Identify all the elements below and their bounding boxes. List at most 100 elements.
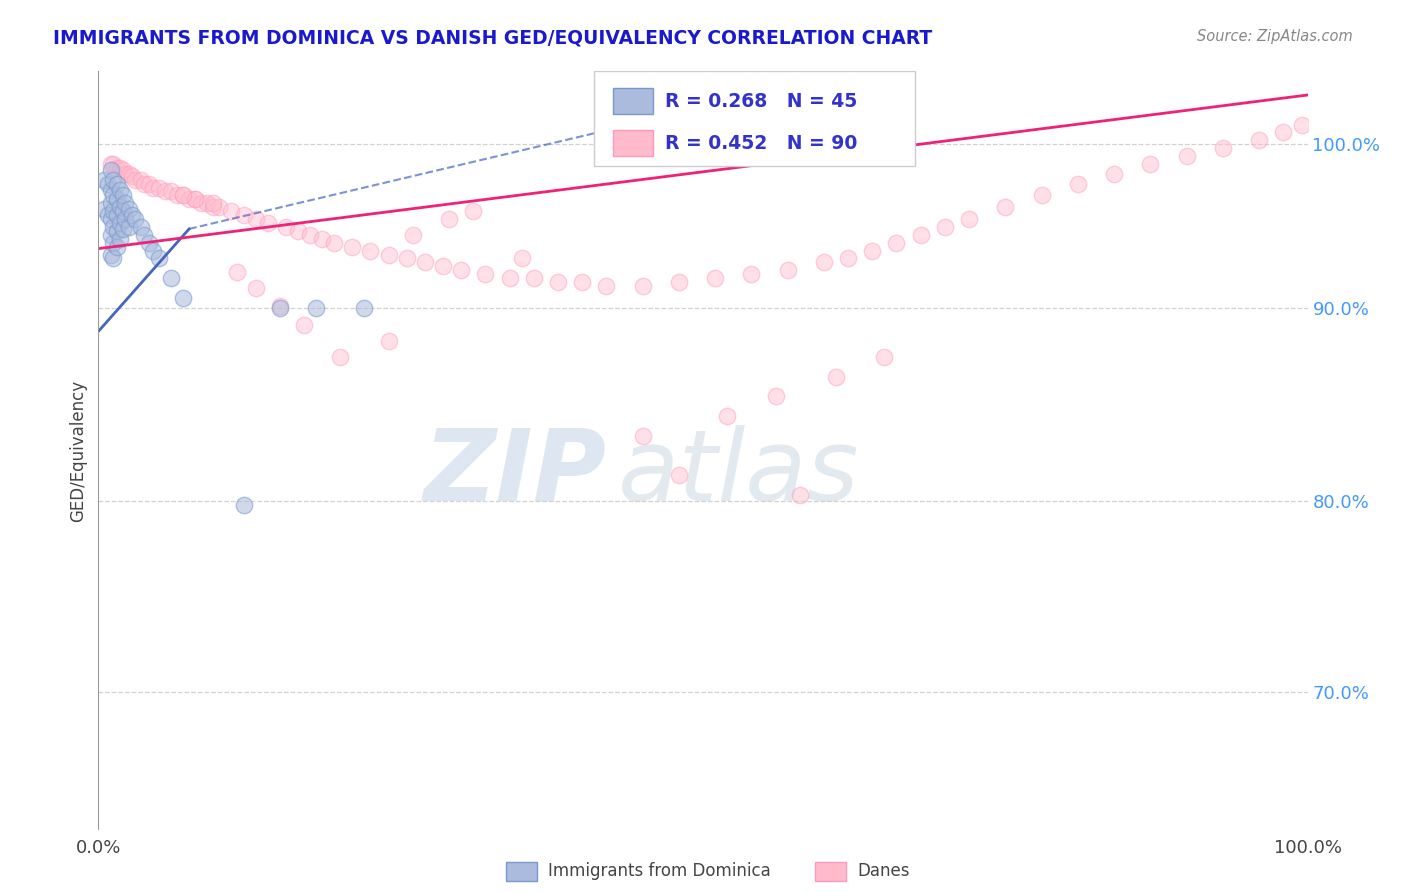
Point: [184, 193, 207, 207]
Point: [631, 279, 654, 293]
Point: [232, 498, 254, 512]
Point: [311, 232, 333, 246]
Point: [108, 232, 131, 246]
Point: [111, 222, 134, 236]
Point: [111, 162, 134, 177]
Point: [1031, 188, 1053, 202]
Point: [413, 255, 436, 269]
Point: [153, 185, 176, 199]
Point: [287, 224, 309, 238]
Point: [789, 488, 811, 502]
Point: [274, 219, 297, 234]
Point: [100, 212, 122, 227]
Point: [740, 267, 762, 281]
Point: [105, 177, 128, 191]
Point: [1139, 157, 1161, 171]
Point: [463, 204, 485, 219]
Point: [704, 271, 727, 285]
Point: [134, 177, 156, 191]
Point: [437, 212, 460, 227]
Point: [172, 188, 194, 202]
Point: [114, 196, 136, 211]
Point: [184, 193, 207, 207]
Point: [166, 188, 188, 202]
Text: Immigrants from Dominica: Immigrants from Dominica: [548, 863, 770, 880]
Point: [474, 267, 496, 281]
Point: [595, 279, 617, 293]
Point: [202, 196, 225, 211]
Point: [93, 172, 115, 186]
Point: [111, 204, 134, 219]
Point: [1212, 141, 1234, 155]
Point: [195, 196, 218, 211]
Point: [523, 271, 546, 285]
Point: [121, 169, 143, 183]
Point: [129, 172, 152, 186]
Point: [105, 161, 128, 175]
Text: Danes: Danes: [858, 863, 910, 880]
Point: [172, 188, 194, 202]
Point: [118, 167, 141, 181]
Point: [105, 224, 128, 238]
Point: [179, 193, 201, 207]
Point: [776, 263, 799, 277]
FancyBboxPatch shape: [595, 71, 915, 166]
Point: [232, 208, 254, 222]
Point: [101, 204, 124, 219]
Bar: [613, 130, 652, 156]
Text: R = 0.268   N = 45: R = 0.268 N = 45: [665, 92, 858, 111]
Point: [105, 239, 128, 253]
Point: [395, 252, 418, 266]
Point: [668, 468, 690, 483]
Point: [148, 252, 170, 266]
Point: [886, 235, 908, 250]
Point: [873, 350, 896, 364]
Point: [202, 200, 225, 214]
Y-axis label: GED/Equivalency: GED/Equivalency: [69, 379, 87, 522]
Point: [498, 271, 520, 285]
Point: [101, 235, 124, 250]
Point: [994, 200, 1017, 214]
Point: [547, 275, 569, 289]
Point: [245, 281, 267, 295]
Point: [118, 202, 141, 217]
Text: ZIP: ZIP: [423, 425, 606, 522]
Text: Source: ZipAtlas.com: Source: ZipAtlas.com: [1197, 29, 1353, 44]
Point: [142, 244, 165, 258]
Point: [1067, 177, 1090, 191]
Point: [100, 182, 122, 196]
Point: [118, 219, 141, 234]
Point: [631, 428, 654, 442]
Point: [860, 244, 883, 258]
Point: [323, 235, 346, 250]
Point: [837, 252, 859, 266]
Point: [101, 172, 124, 186]
Point: [108, 161, 131, 175]
Point: [100, 162, 122, 177]
Point: [101, 252, 124, 266]
Point: [114, 167, 136, 181]
Point: [124, 212, 146, 227]
Point: [1291, 118, 1313, 132]
Point: [100, 157, 122, 171]
Bar: [613, 88, 652, 114]
Point: [1272, 125, 1295, 139]
Point: [910, 227, 932, 242]
Point: [245, 212, 267, 227]
Point: [121, 208, 143, 222]
Point: [269, 301, 291, 315]
Point: [111, 188, 134, 202]
Point: [813, 255, 835, 269]
Text: IMMIGRANTS FROM DOMINICA VS DANISH GED/EQUIVALENCY CORRELATION CHART: IMMIGRANTS FROM DOMINICA VS DANISH GED/E…: [53, 29, 932, 47]
Point: [360, 244, 382, 258]
Point: [100, 227, 122, 242]
Point: [450, 263, 472, 277]
Point: [292, 318, 315, 333]
Point: [97, 208, 120, 222]
Point: [1102, 167, 1125, 181]
Point: [269, 299, 291, 313]
Point: [100, 196, 122, 211]
Point: [402, 227, 425, 242]
Point: [329, 350, 352, 364]
Point: [432, 260, 454, 274]
